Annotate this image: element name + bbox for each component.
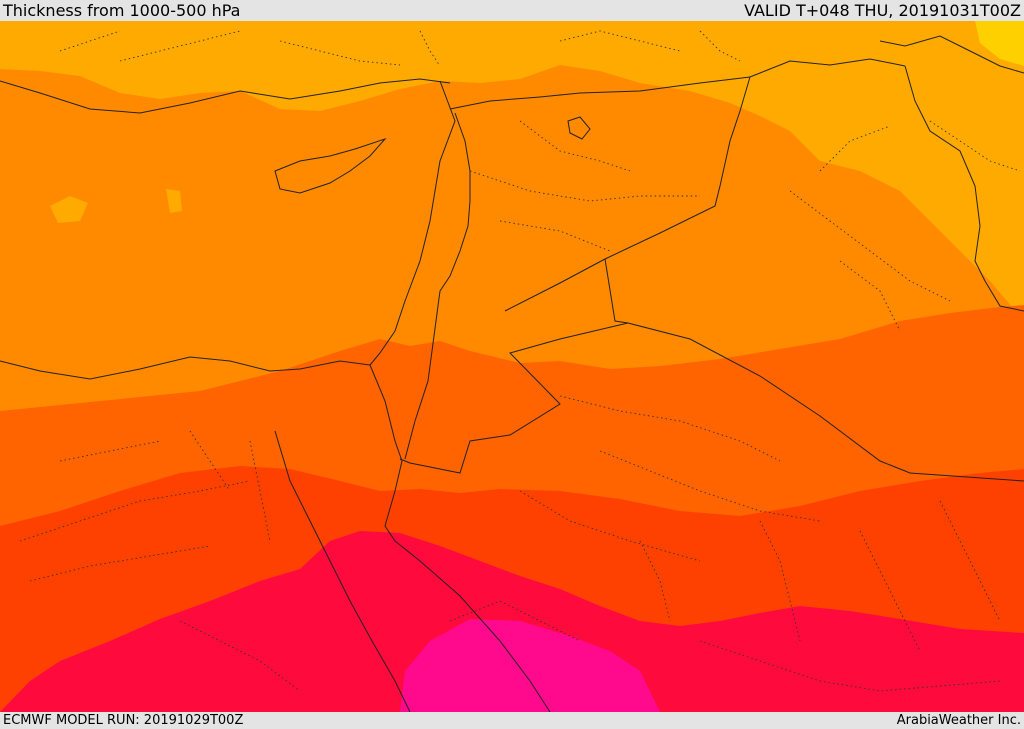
border-lebanon xyxy=(439,112,471,292)
coast-red-sea-east xyxy=(384,460,551,712)
country-borders xyxy=(0,35,1024,712)
caspian-coast xyxy=(879,35,1024,74)
band-cool-north xyxy=(0,21,1024,321)
valid-time: VALID T+048 THU, 20191031T00Z xyxy=(744,1,1021,20)
map-canvas xyxy=(0,21,1024,712)
coast-red-sea-west xyxy=(274,430,411,712)
warm-spot-1 xyxy=(50,196,88,223)
border-iraq-iran xyxy=(904,65,1024,312)
model-run-label: ECMWF MODEL RUN: 20191029T00Z xyxy=(3,713,244,728)
border-syria-iraq xyxy=(504,76,751,312)
coast-levant xyxy=(369,80,456,366)
warm-spot-2 xyxy=(166,189,182,213)
footer-bar: ECMWF MODEL RUN: 20191029T00Z ArabiaWeat… xyxy=(0,712,1024,729)
band-6 xyxy=(400,619,660,712)
band-bright-spot xyxy=(975,21,1024,66)
border-egypt-israel xyxy=(369,364,403,462)
province-boundaries xyxy=(19,30,1021,692)
thickness-map xyxy=(0,21,1024,712)
border-turkey-syria xyxy=(449,58,906,110)
coast-egypt xyxy=(0,356,371,380)
lake-van xyxy=(567,116,591,140)
cyprus-outline xyxy=(274,137,387,194)
header-bar: Thickness from 1000-500 hPa VALID T+048 … xyxy=(0,0,1024,21)
border-jordan-israel xyxy=(404,290,441,460)
border-jordan-saudi xyxy=(399,322,629,474)
coast-turkey-south xyxy=(0,78,451,114)
credit-label: ArabiaWeather Inc. xyxy=(896,713,1021,728)
border-saudi-iraq xyxy=(604,258,1024,482)
map-title: Thickness from 1000-500 hPa xyxy=(3,1,241,20)
